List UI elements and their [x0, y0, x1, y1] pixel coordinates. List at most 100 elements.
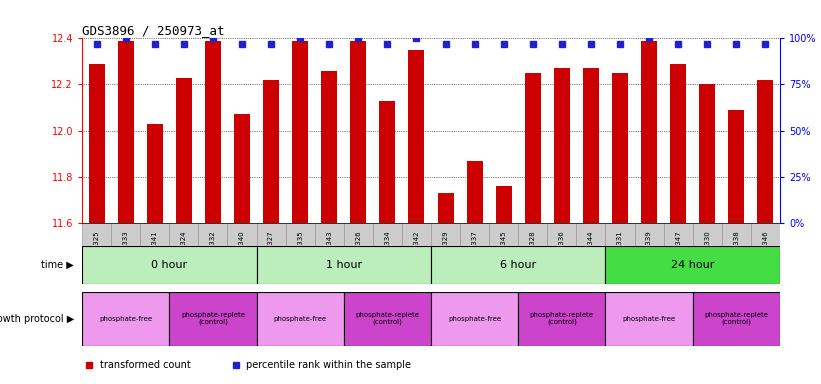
Text: 6 hour: 6 hour	[500, 260, 536, 270]
Text: 1 hour: 1 hour	[326, 260, 362, 270]
Bar	[199, 223, 227, 284]
Bar	[693, 292, 780, 346]
Text: GSM618334: GSM618334	[384, 230, 391, 273]
Bar	[82, 246, 256, 284]
Bar	[292, 41, 308, 223]
Bar	[82, 292, 169, 346]
Text: GSM618332: GSM618332	[210, 230, 216, 273]
Bar	[606, 223, 635, 284]
Text: GSM618333: GSM618333	[122, 230, 129, 273]
Bar	[344, 292, 431, 346]
Text: GSM618324: GSM618324	[181, 230, 187, 273]
Bar	[612, 73, 628, 223]
Text: phosphate-free: phosphate-free	[448, 316, 501, 322]
Text: GSM618325: GSM618325	[94, 230, 99, 273]
Bar	[635, 223, 663, 284]
Bar	[256, 292, 344, 346]
Text: 24 hour: 24 hour	[671, 260, 714, 270]
Text: GSM618337: GSM618337	[471, 230, 478, 273]
Bar	[751, 223, 780, 284]
Text: GSM618345: GSM618345	[501, 230, 507, 273]
Text: phosphate-replete
(control): phosphate-replete (control)	[530, 312, 594, 326]
Text: GSM618341: GSM618341	[152, 230, 158, 273]
Bar	[409, 50, 424, 223]
Bar	[518, 292, 606, 346]
Text: GSM618340: GSM618340	[239, 230, 245, 273]
Text: GSM618343: GSM618343	[326, 230, 333, 273]
Bar	[431, 246, 606, 284]
Text: phosphate-free: phosphate-free	[99, 316, 152, 322]
Bar	[344, 223, 373, 284]
Text: GSM618336: GSM618336	[559, 230, 565, 273]
Text: GSM618347: GSM618347	[675, 230, 681, 273]
Bar	[89, 64, 104, 223]
Bar	[518, 223, 548, 284]
Bar	[314, 223, 344, 284]
Bar	[460, 223, 489, 284]
Bar	[147, 124, 163, 223]
Bar	[263, 80, 279, 223]
Bar	[256, 246, 431, 284]
Bar	[286, 223, 314, 284]
Bar	[466, 161, 483, 223]
Text: phosphate-replete
(control): phosphate-replete (control)	[355, 312, 420, 326]
Bar	[176, 78, 192, 223]
Text: GSM618329: GSM618329	[443, 230, 448, 273]
Bar	[641, 41, 657, 223]
Bar	[379, 101, 396, 223]
Text: GSM618335: GSM618335	[297, 230, 303, 273]
Text: phosphate-replete
(control): phosphate-replete (control)	[704, 312, 768, 326]
Text: phosphate-free: phosphate-free	[273, 316, 327, 322]
Bar	[548, 223, 576, 284]
Text: GSM618327: GSM618327	[268, 230, 274, 273]
Bar	[82, 223, 111, 284]
Text: GSM618346: GSM618346	[763, 230, 768, 273]
Bar	[169, 223, 199, 284]
Bar	[606, 292, 693, 346]
Text: phosphate-replete
(control): phosphate-replete (control)	[181, 312, 245, 326]
Bar	[606, 246, 780, 284]
Text: transformed count: transformed count	[99, 360, 190, 370]
Bar	[438, 193, 453, 223]
Bar	[169, 292, 256, 346]
Bar	[525, 73, 541, 223]
Text: growth protocol ▶: growth protocol ▶	[0, 314, 74, 324]
Text: GSM618342: GSM618342	[414, 230, 420, 273]
Bar	[256, 223, 286, 284]
Bar	[670, 64, 686, 223]
Bar	[373, 223, 402, 284]
Text: GDS3896 / 250973_at: GDS3896 / 250973_at	[82, 24, 225, 37]
Text: GSM618339: GSM618339	[646, 230, 652, 273]
Text: percentile rank within the sample: percentile rank within the sample	[246, 360, 411, 370]
Text: GSM618326: GSM618326	[355, 230, 361, 273]
Bar	[693, 223, 722, 284]
Bar	[728, 110, 745, 223]
Bar	[496, 186, 511, 223]
Text: GSM618331: GSM618331	[617, 230, 623, 273]
Bar	[431, 292, 518, 346]
Bar	[234, 114, 250, 223]
Bar	[402, 223, 431, 284]
Bar	[554, 68, 570, 223]
Text: 0 hour: 0 hour	[151, 260, 187, 270]
Bar	[663, 223, 693, 284]
Bar	[111, 223, 140, 284]
Bar	[489, 223, 518, 284]
Bar	[583, 68, 599, 223]
Text: phosphate-free: phosphate-free	[622, 316, 676, 322]
Bar	[351, 41, 366, 223]
Bar	[722, 223, 751, 284]
Text: GSM618338: GSM618338	[733, 230, 740, 273]
Bar	[205, 41, 221, 223]
Bar	[431, 223, 460, 284]
Bar	[117, 41, 134, 223]
Text: GSM618330: GSM618330	[704, 230, 710, 273]
Bar	[758, 80, 773, 223]
Text: time ▶: time ▶	[41, 260, 74, 270]
Bar	[576, 223, 606, 284]
Bar	[699, 84, 715, 223]
Text: GSM618328: GSM618328	[530, 230, 536, 273]
Bar	[140, 223, 169, 284]
Bar	[227, 223, 257, 284]
Text: GSM618344: GSM618344	[588, 230, 594, 273]
